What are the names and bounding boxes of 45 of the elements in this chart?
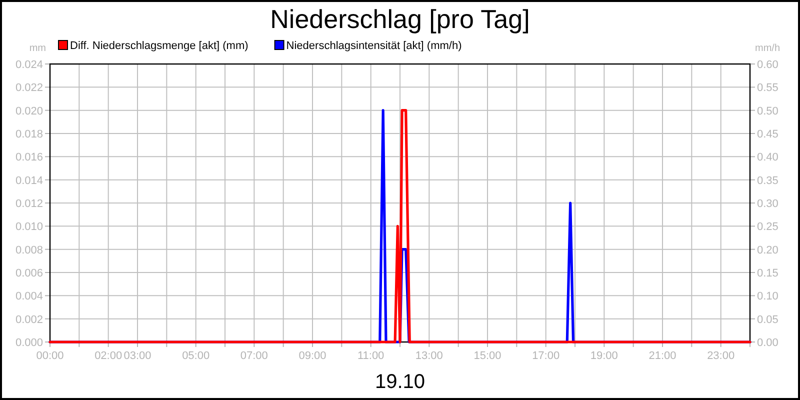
- y-axis-title: mm: [29, 43, 46, 54]
- y2-tick-label: 0.55: [757, 82, 778, 94]
- x-tick-label: 02:00: [94, 350, 122, 362]
- y2-axis-title: mm/h: [755, 43, 780, 54]
- y-tick-label: 0.012: [15, 198, 43, 210]
- y-tick-label: 0.004: [15, 290, 43, 303]
- x-tick-label: 05:00: [182, 350, 210, 362]
- y2-tick-label: 0.05: [757, 314, 778, 326]
- x-tick-label: 07:00: [240, 350, 268, 362]
- y-tick-label: 0.018: [15, 128, 43, 140]
- y-tick-label: 0.016: [15, 152, 43, 164]
- y-tick-label: 0.022: [15, 82, 43, 94]
- x-tick-label: 03:00: [124, 350, 152, 362]
- y-tick-label: 0.010: [15, 221, 43, 234]
- y2-tick-label: 0.10: [757, 290, 778, 303]
- x-axis-title: 19.10: [374, 371, 426, 393]
- y-tick-label: 0.014: [15, 174, 43, 187]
- y-tick-label: 0.002: [15, 314, 43, 326]
- y2-tick-label: 0.50: [757, 105, 778, 118]
- y2-tick-label: 0.25: [757, 221, 778, 234]
- y-tick-label: 0.006: [15, 268, 43, 280]
- x-tick-label: 17:00: [532, 350, 560, 362]
- y-tick-label: 0.020: [15, 105, 43, 118]
- y2-tick-label: 0.30: [757, 198, 778, 210]
- y-tick-label: 0.000: [15, 337, 43, 349]
- y2-tick-label: 0.35: [757, 174, 778, 187]
- x-tick-label: 09:00: [298, 350, 326, 362]
- y-tick-label: 0.024: [15, 59, 43, 71]
- x-tick-label: 21:00: [648, 350, 676, 362]
- y2-tick-label: 0.60: [757, 59, 778, 71]
- y2-tick-label: 0.45: [757, 128, 778, 140]
- y2-tick-label: 0.20: [757, 244, 778, 256]
- x-tick-label: 15:00: [474, 350, 502, 362]
- x-tick-label: 13:00: [415, 350, 443, 362]
- x-tick-label: 23:00: [707, 350, 735, 362]
- y2-tick-label: 0.15: [757, 268, 778, 280]
- y-tick-label: 0.008: [15, 244, 43, 256]
- x-tick-label: 00:00: [36, 350, 64, 362]
- legend-label: Diff. Niederschlagsmenge [akt] (mm): [70, 40, 248, 52]
- x-tick-label: 11:00: [357, 350, 384, 362]
- y2-tick-label: 0.40: [757, 152, 778, 164]
- chart-title: Niederschlag [pro Tag]: [270, 4, 530, 34]
- x-tick-label: 19:00: [590, 350, 618, 362]
- y2-tick-label: 0.00: [757, 337, 778, 349]
- legend-label: Niederschlagsintensität [akt] (mm/h): [286, 40, 462, 52]
